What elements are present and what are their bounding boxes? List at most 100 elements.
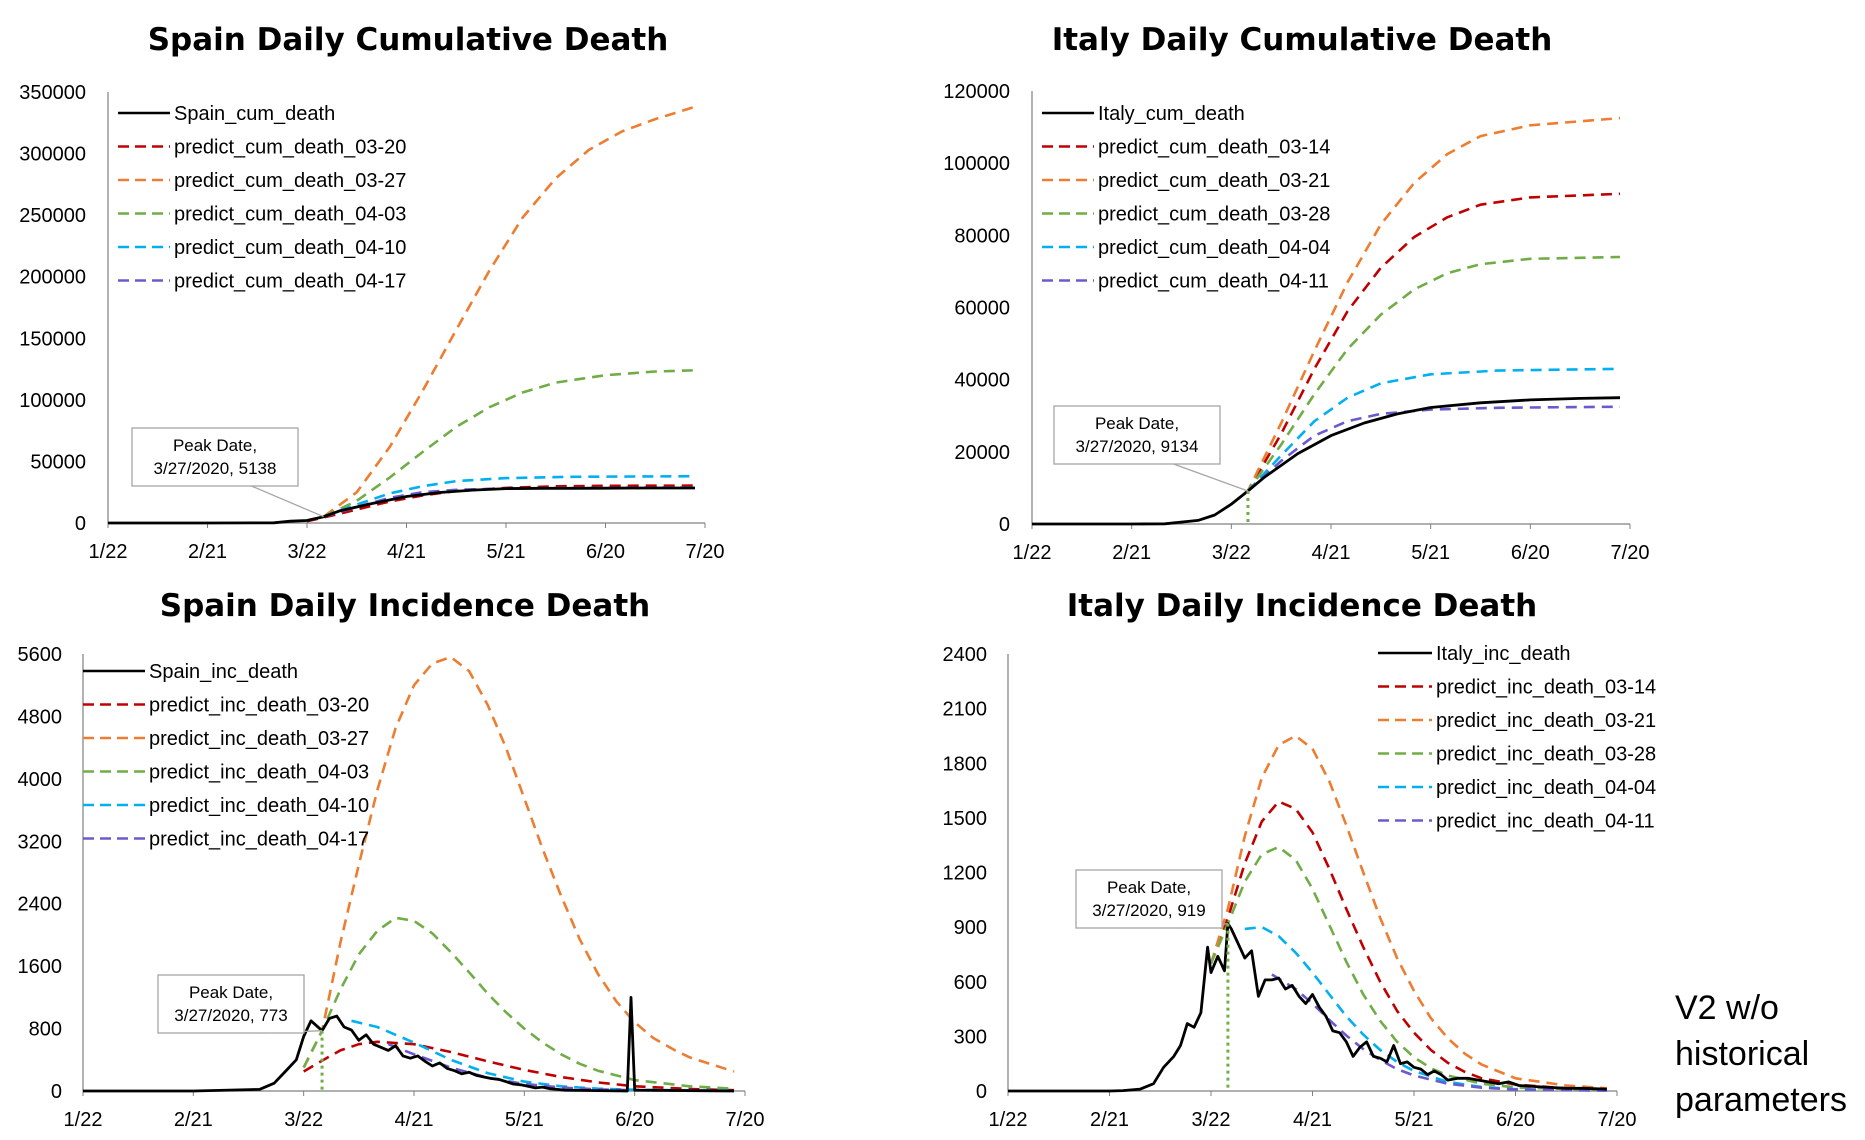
x-tick-label: 3/22 [1212,542,1251,564]
y-tick-label: 2400 [18,894,63,916]
series-line-predict_inc_death_03-21 [1209,734,1607,1090]
x-tick-label: 4/21 [1293,1109,1332,1131]
x-tick-label: 4/21 [1312,542,1351,564]
y-tick-label: 3200 [18,831,63,853]
chart-title: Italy Daily Cumulative Death [1052,22,1553,58]
y-tick-label: 0 [976,1081,987,1103]
legend-label: predict_cum_death_04-10 [174,237,406,259]
series-line-predict_inc_death_04-10 [351,1019,735,1092]
annotation-line1: Peak Date, [189,983,273,1002]
series-line-predict_inc_death_03-20 [303,1040,735,1092]
y-tick-label: 300000 [19,144,86,166]
y-tick-label: 4800 [18,706,63,728]
spain-incidence-chart: Spain Daily Incidence Death 0 800 1600 2400 3… [18,588,765,1131]
series-line-predict_inc_death_04-11 [1271,973,1607,1092]
series-line-predict_cum_death_04-10 [323,474,696,518]
legend-label: predict_inc_death_03-20 [149,695,369,717]
y-tick-label: 80000 [954,225,1010,247]
annotation-box [131,427,299,487]
legend-label: Italy_cum_death [1098,103,1245,125]
x-tick-label: 7/20 [1611,542,1650,564]
legend-label: predict_cum_death_03-14 [1098,137,1330,159]
series-line-predict_inc_death_04-17 [387,1042,735,1093]
legend-label: predict_cum_death_03-21 [1098,170,1330,192]
x-tick-label: 6/20 [615,1109,654,1131]
y-tick-label: 250000 [19,205,86,227]
annotation-line1: Peak Date, [173,436,257,455]
x-tick-label: 2/21 [1112,542,1151,564]
y-tick-label: 150000 [19,328,86,350]
legend-label: predict_cum_death_03-20 [174,137,406,159]
y-tick-label: 2400 [943,644,988,666]
y-tick-label: 40000 [954,370,1010,392]
x-tick-label: 6/20 [1511,542,1550,564]
y-tick-label: 2100 [943,699,988,721]
series-line-predict_inc_death_03-14 [1209,800,1607,1091]
x-tick-label: 1/22 [89,541,128,563]
spain-cumulative-chart: Spain Daily Cumulative Death 0 50000 100000… [19,22,725,563]
series-line-predict_inc_death_04-04 [1244,925,1607,1092]
x-tick-label: 6/20 [586,541,625,563]
chart-title: Spain Daily Incidence Death [160,588,650,624]
y-tick-label: 120000 [943,81,1010,103]
annotation-line2: 3/27/2020, 919 [1092,901,1205,920]
series-line-Italy_inc_death [1008,922,1607,1093]
legend-label: predict_cum_death_03-28 [1098,204,1330,226]
y-tick-label: 200000 [19,267,86,289]
y-tick-label: 0 [51,1081,62,1103]
chart-title: Italy Daily Incidence Death [1067,588,1537,624]
legend-label: predict_inc_death_04-11 [1436,811,1655,833]
series-line-predict_cum_death_03-28 [1230,255,1621,506]
y-tick-label: 1800 [943,753,988,775]
v2-note: V2 w/o historical parameters [1675,985,1865,1123]
x-tick-label: 5/21 [1411,542,1450,564]
v2-note-line1: V2 w/o [1675,989,1779,1027]
series-line-predict_cum_death_04-04 [1246,367,1621,492]
annotation-leader [251,485,324,518]
x-tick-label: 5/21 [505,1109,544,1131]
legend-label: Italy_inc_death [1436,643,1571,665]
y-tick-label: 60000 [954,298,1010,320]
x-tick-label: 7/20 [1598,1109,1637,1131]
series-line-predict_inc_death_04-03 [302,916,735,1090]
v2-note-line2: historical [1675,1035,1810,1073]
legend-label: predict_inc_death_04-04 [1436,777,1656,799]
legend-label: predict_inc_death_03-27 [149,728,369,750]
legend-label: predict_inc_death_04-10 [149,795,369,817]
legend-label: predict_inc_death_03-28 [1436,744,1656,766]
annotation-box [157,974,305,1034]
series-line-predict_cum_death_04-03 [306,369,696,522]
x-tick-label: 1/22 [989,1109,1028,1131]
x-tick-label: 2/21 [188,541,227,563]
y-tick-label: 50000 [30,451,86,473]
annotation-box [1053,405,1221,465]
x-tick-label: 4/21 [395,1109,434,1131]
y-tick-label: 800 [29,1019,62,1041]
x-tick-label: 5/21 [1395,1109,1434,1131]
series-line-predict_inc_death_03-28 [1209,845,1607,1092]
y-tick-label: 1200 [943,863,988,885]
annotation-line2: 3/27/2020, 9134 [1076,437,1199,456]
y-tick-label: 600 [954,972,987,994]
x-tick-label: 7/20 [686,541,725,563]
y-tick-label: 20000 [954,442,1010,464]
y-tick-label: 900 [954,917,987,939]
x-tick-label: 6/20 [1496,1109,1535,1131]
x-tick-label: 4/21 [387,541,426,563]
legend-label: Spain_inc_death [149,661,298,683]
series-line-predict_cum_death_03-27 [306,105,696,522]
annotation-box [1075,869,1223,929]
x-tick-label: 7/20 [726,1109,765,1131]
chart-title: Spain Daily Cumulative Death [148,22,669,58]
y-tick-label: 4000 [18,769,63,791]
y-tick-label: 1600 [18,956,63,978]
series-line-predict_cum_death_03-21 [1230,116,1621,506]
legend-label: predict_cum_death_04-17 [174,271,406,293]
v2-note-line3: parameters [1675,1081,1847,1119]
y-tick-label: 100000 [943,153,1010,175]
legend-label: predict_inc_death_04-17 [149,829,369,851]
legend-label: predict_cum_death_03-27 [174,170,406,192]
x-tick-label: 3/22 [1192,1109,1231,1131]
series-line-predict_cum_death_04-11 [1247,405,1621,492]
series-line-Italy_cum_death [1032,396,1621,526]
